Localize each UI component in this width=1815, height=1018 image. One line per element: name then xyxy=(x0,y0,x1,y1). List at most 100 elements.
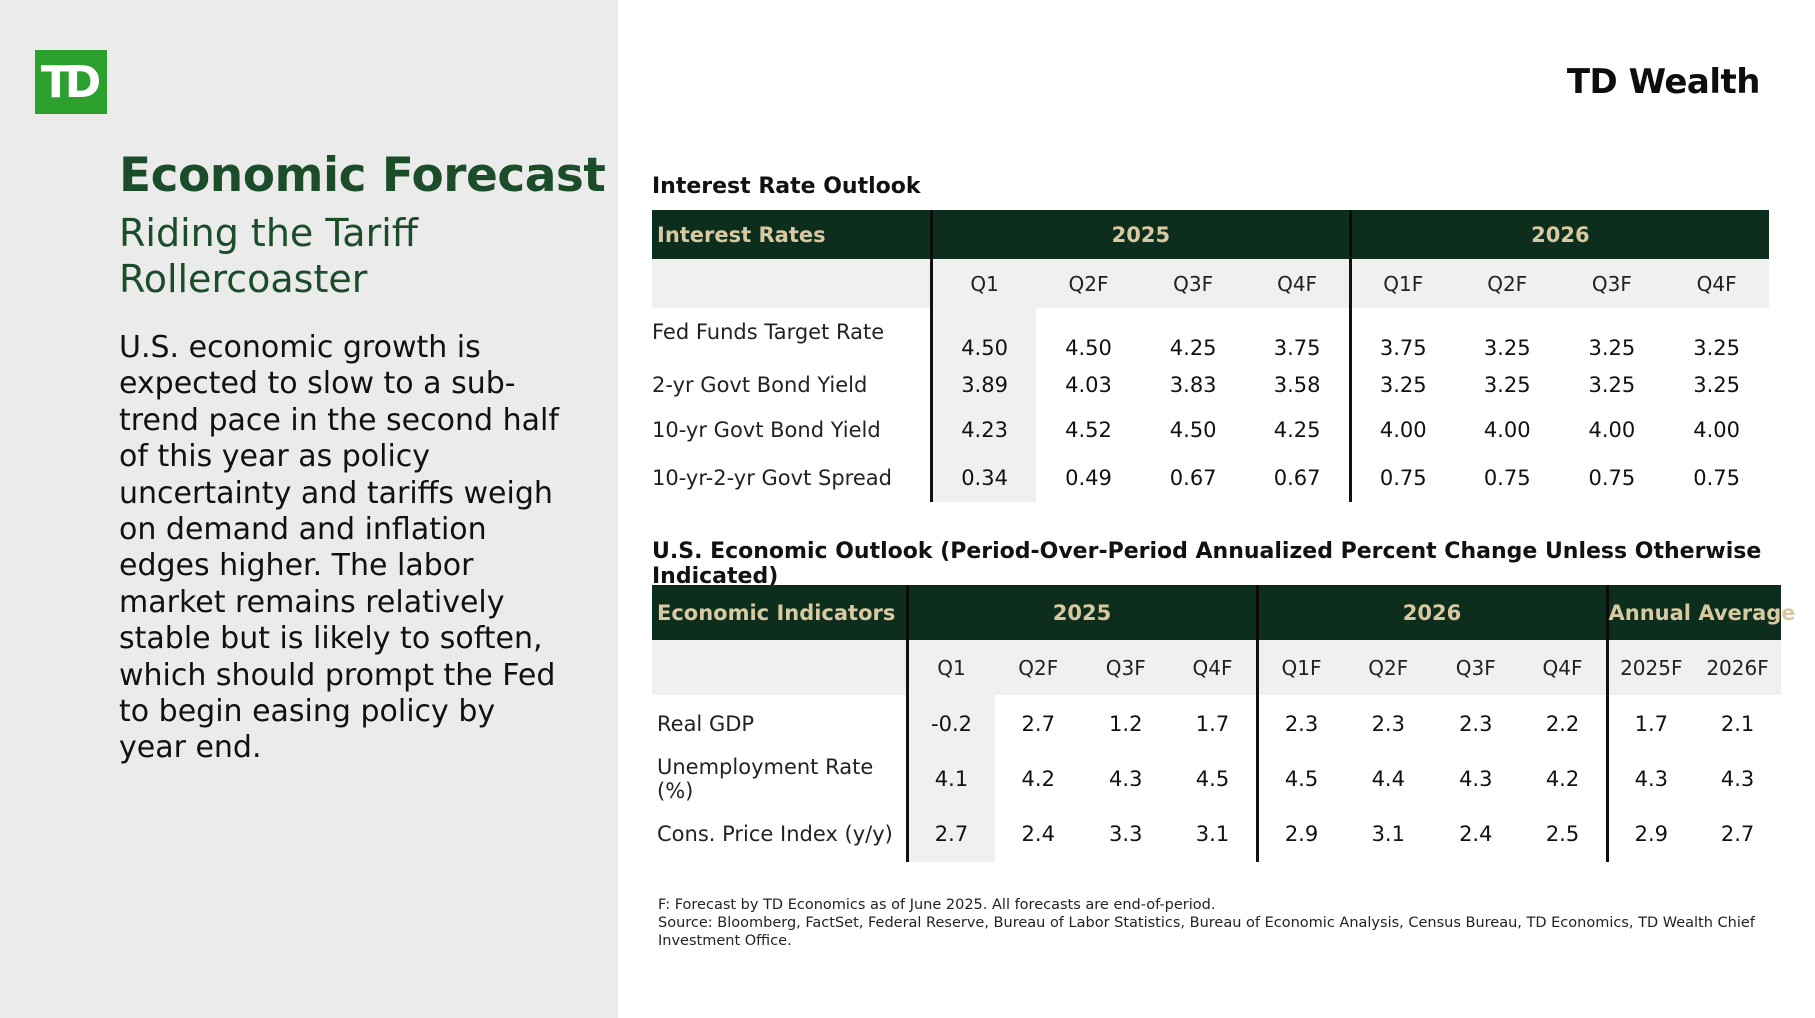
quarter-header: Q4F xyxy=(1245,259,1351,308)
cell-value: 4.23 xyxy=(929,406,1037,454)
cell-value: 1.2 xyxy=(1109,711,1143,736)
cell-value: 3.75 xyxy=(1348,308,1455,364)
cell-value: 3.58 xyxy=(1273,373,1321,397)
year-2026-header: 2026 xyxy=(1348,210,1769,259)
interest-rate-table: Interest Rates 2025 2026 Q1 Q2F Q3F Q4F … xyxy=(652,210,1769,502)
year-header: 2026F xyxy=(1694,640,1782,695)
cell-value: 2.9 xyxy=(1255,806,1345,862)
quarter-header: Q1F xyxy=(1348,259,1455,308)
cell-value: 1.7 xyxy=(1605,695,1695,752)
cell-value: 3.25 xyxy=(1588,336,1636,360)
cell-value: 4.00 xyxy=(1693,418,1740,442)
row-label: 2-yr Govt Bond Yield xyxy=(652,373,868,397)
cell-value: 4.2 xyxy=(1545,767,1580,791)
cell-value: 2.7 xyxy=(905,806,995,862)
cell-value: 0.49 xyxy=(1065,466,1112,490)
page-subtitle: Riding the Tariff Rollercoaster xyxy=(119,211,418,301)
cell-value: 4.2 xyxy=(1021,767,1055,791)
interest-rates-header: Interest Rates xyxy=(652,210,932,259)
quarter-header: Q2F xyxy=(1036,259,1141,308)
cell-value: 4.00 xyxy=(1483,418,1531,442)
table-row: Real GDP -0.2 2.7 1.2 1.7 2.3 2.3 2.3 2.… xyxy=(652,695,1781,752)
table-row: Fed Funds Target Rate 4.50 4.50 4.25 3.7… xyxy=(652,308,1769,364)
quarter-header: Q1 xyxy=(905,640,995,695)
brand-wordmark: TD Wealth xyxy=(1566,62,1761,102)
economic-quarter-row: Q1 Q2F Q3F Q4F Q1F Q2F Q3F Q4F 2025F 202… xyxy=(652,640,1782,695)
cell-value: 3.1 xyxy=(1371,822,1405,846)
cell-value: 4.50 xyxy=(1065,336,1112,360)
cell-value: 3.25 xyxy=(1483,373,1531,397)
cell-value: 4.03 xyxy=(1065,373,1112,397)
quarter-header: Q4F xyxy=(1169,640,1258,695)
economic-indicators-header: Economic Indicators xyxy=(652,585,907,640)
annual-average-header: Annual Average xyxy=(1605,585,1796,640)
td-logo: TD xyxy=(35,50,107,114)
cell-value: 4.00 xyxy=(1348,406,1455,454)
table-row: 10-yr Govt Bond Yield 4.23 4.52 4.50 4.2… xyxy=(652,406,1769,454)
quarter-blank-cell xyxy=(652,640,907,695)
economic-table: Economic Indicators 2025 2026 Annual Ave… xyxy=(652,585,1796,862)
cell-value: 2.5 xyxy=(1545,822,1580,846)
cell-value: 0.67 xyxy=(1273,466,1321,490)
cell-value: -0.2 xyxy=(905,695,995,752)
interest-rate-header-row: Interest Rates 2025 2026 xyxy=(652,210,1769,259)
quarter-header: Q2F xyxy=(994,640,1082,695)
table-row: 2-yr Govt Bond Yield 3.89 4.03 3.83 3.58… xyxy=(652,364,1769,406)
economic-section-title: U.S. Economic Outlook (Period-Over-Perio… xyxy=(652,539,1762,589)
economic-header-row: Economic Indicators 2025 2026 Annual Ave… xyxy=(652,585,1796,640)
row-label: 10-yr Govt Bond Yield xyxy=(652,418,881,442)
cell-value: 2.1 xyxy=(1720,711,1755,736)
footnote-sources: Source: Bloomberg, FactSet, Federal Rese… xyxy=(658,915,1755,949)
cell-value: 4.52 xyxy=(1065,418,1112,442)
table-row: 10-yr-2-yr Govt Spread 0.34 0.49 0.67 0.… xyxy=(652,454,1769,502)
quarter-header: Q2F xyxy=(1344,640,1433,695)
cell-value: 3.83 xyxy=(1169,373,1217,397)
cell-value: 4.4 xyxy=(1371,767,1405,791)
cell-value: 3.25 xyxy=(1693,336,1740,360)
cell-value: 3.25 xyxy=(1483,336,1531,360)
footnote-forecast-note: F: Forecast by TD Economics as of June 2… xyxy=(658,897,1216,913)
row-label: Fed Funds Target Rate xyxy=(652,320,885,344)
quarter-blank-cell xyxy=(652,259,932,308)
cell-value: 3.89 xyxy=(929,364,1037,406)
cell-value: 1.7 xyxy=(1195,711,1230,736)
cell-value: 4.3 xyxy=(1605,752,1695,806)
quarter-header: Q3F xyxy=(1559,259,1665,308)
cell-value: 4.25 xyxy=(1273,418,1321,442)
row-label: Unemployment Rate (%) xyxy=(657,755,874,803)
cell-value: 0.67 xyxy=(1169,466,1217,490)
quarter-header: Q1 xyxy=(929,259,1037,308)
quarter-header: Q1F xyxy=(1255,640,1345,695)
cell-value: 0.34 xyxy=(929,454,1037,502)
cell-value: 4.1 xyxy=(905,752,995,806)
cell-value: 4.3 xyxy=(1459,767,1493,791)
cell-value: 2.3 xyxy=(1371,711,1405,736)
cell-value: 0.75 xyxy=(1348,454,1455,502)
cell-value: 3.25 xyxy=(1588,373,1636,397)
cell-value: 4.5 xyxy=(1255,752,1345,806)
cell-value: 2.4 xyxy=(1021,822,1055,846)
cell-value: 2.3 xyxy=(1459,711,1493,736)
cell-value: 0.75 xyxy=(1483,466,1531,490)
quarter-header: Q3F xyxy=(1140,259,1246,308)
quarter-header: Q3F xyxy=(1082,640,1170,695)
page-title: Economic Forecast xyxy=(119,148,606,203)
year-2026-header: 2026 xyxy=(1255,585,1608,640)
cell-value: 3.3 xyxy=(1109,822,1143,846)
quarter-header: Q4F xyxy=(1664,259,1769,308)
summary-text: U.S. economic growth is expected to slow… xyxy=(119,330,559,766)
cell-value: 2.7 xyxy=(1021,711,1055,736)
year-2025-header: 2025 xyxy=(905,585,1258,640)
cell-value: 3.25 xyxy=(1348,364,1455,406)
cell-value: 3.1 xyxy=(1195,822,1230,846)
row-label: 10-yr-2-yr Govt Spread xyxy=(652,466,892,490)
quarter-header: Q3F xyxy=(1432,640,1520,695)
cell-value: 2.2 xyxy=(1545,711,1580,736)
table-row: Unemployment Rate (%) 4.1 4.2 4.3 4.5 4.… xyxy=(652,752,1781,806)
cell-value: 2.9 xyxy=(1605,806,1695,862)
footnote: F: Forecast by TD Economics as of June 2… xyxy=(658,896,1758,950)
cell-value: 0.75 xyxy=(1588,466,1636,490)
cell-value: 2.3 xyxy=(1255,695,1345,752)
left-panel: TD Economic Forecast Riding the Tariff R… xyxy=(0,0,618,1018)
cell-value: 2.7 xyxy=(1720,822,1755,846)
